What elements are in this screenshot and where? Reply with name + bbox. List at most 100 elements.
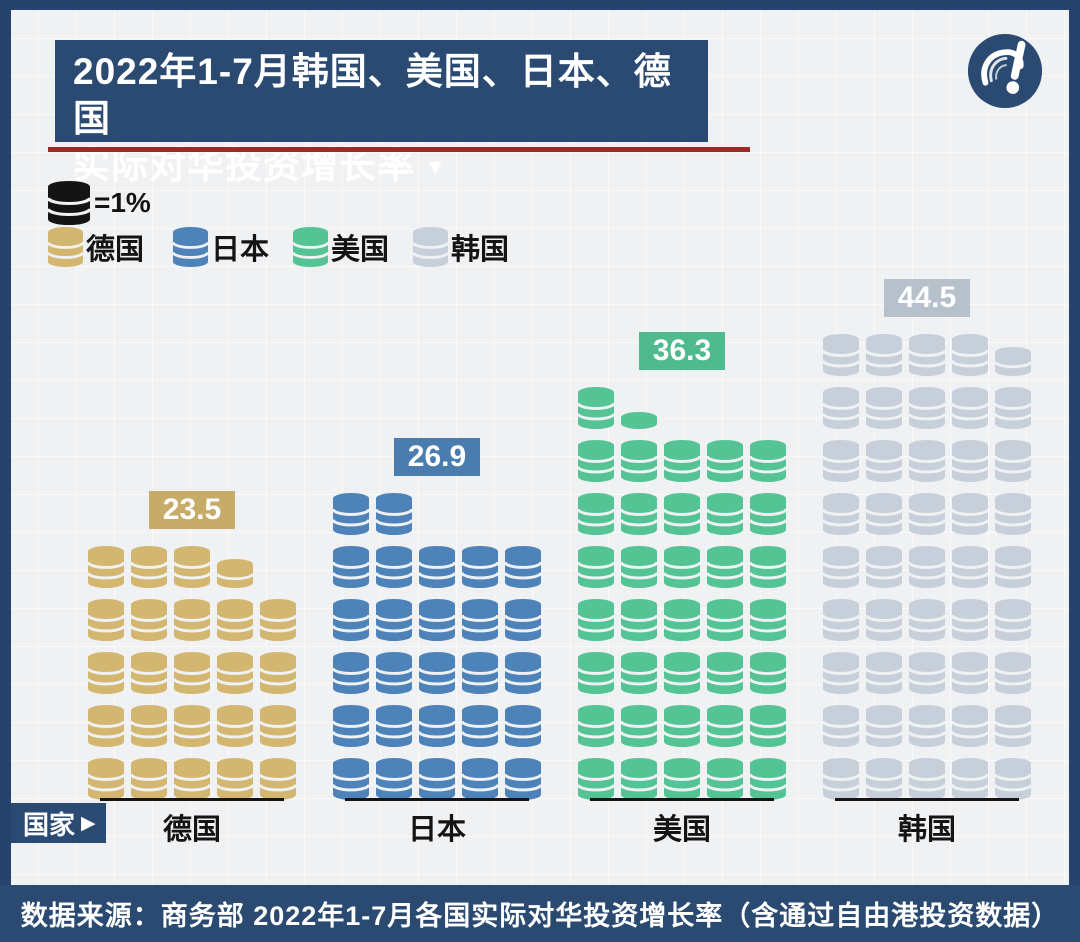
- coin-icon: [866, 546, 902, 588]
- coin-row: [823, 493, 1031, 535]
- coin-icon: [866, 705, 902, 747]
- coin-icon: [750, 758, 786, 800]
- coin-full: [823, 546, 859, 588]
- coin-icon: [621, 599, 657, 641]
- coin-full: [131, 599, 167, 641]
- coin-icon: [995, 705, 1031, 747]
- coin-icon: [664, 758, 700, 800]
- coin-full: [995, 493, 1031, 535]
- coin-full: [750, 599, 786, 641]
- dropdown-arrow-icon: ▼: [425, 156, 447, 179]
- coin-icon: [88, 652, 124, 694]
- coin-icon: [376, 599, 412, 641]
- coin-full: [131, 705, 167, 747]
- coin-full: [750, 758, 786, 800]
- coin-full: [419, 705, 455, 747]
- coin-icon: [578, 493, 614, 535]
- coin-icon: [505, 599, 541, 641]
- legend-item-germany: 德国: [48, 226, 144, 268]
- coin-icon: [952, 546, 988, 588]
- coin-icon: [131, 705, 167, 747]
- coin-icon: [995, 440, 1031, 482]
- coin-icon: [333, 493, 369, 535]
- category-label-japan: 日本: [407, 814, 466, 846]
- coin-icon: [621, 412, 657, 429]
- coin-full: [505, 758, 541, 800]
- coin-icon: [664, 705, 700, 747]
- coin-icon: [376, 705, 412, 747]
- coin-full: [707, 546, 743, 588]
- coin-icon: [260, 652, 296, 694]
- legend-unit-label: =1%: [94, 187, 151, 218]
- coin-row: [333, 546, 541, 588]
- coin-icon: [260, 705, 296, 747]
- coin-icon: [664, 652, 700, 694]
- coin-icon: [866, 334, 902, 376]
- coin-icon: [462, 758, 498, 800]
- coin-full: [750, 546, 786, 588]
- coin-full: [995, 440, 1031, 482]
- coin-full: [664, 546, 700, 588]
- coin-full: [621, 758, 657, 800]
- coin-full: [707, 705, 743, 747]
- coin-row: [823, 705, 1031, 747]
- coin-icon: [823, 758, 859, 800]
- coin-full: [217, 705, 253, 747]
- coin-row: [88, 758, 296, 800]
- coin-full: [419, 599, 455, 641]
- coin-full: [462, 652, 498, 694]
- coin-full: [952, 493, 988, 535]
- coin-full: [578, 758, 614, 800]
- category-baseline-korea: [835, 798, 1019, 801]
- coin-row: [578, 493, 786, 535]
- coin-full: [952, 758, 988, 800]
- coin-icon: [217, 705, 253, 747]
- coin-icon: [866, 387, 902, 429]
- coin-full: [664, 493, 700, 535]
- coin-icon: [260, 599, 296, 641]
- coin-icon: [333, 758, 369, 800]
- value-badge-usa: 36.3: [639, 332, 725, 370]
- coin-full: [578, 546, 614, 588]
- coin-icon: [376, 652, 412, 694]
- coin-full: [578, 387, 614, 429]
- coin-full: [707, 493, 743, 535]
- coin-icon: [578, 387, 614, 429]
- axis-title-label: 国家: [23, 809, 76, 840]
- coin-full: [376, 758, 412, 800]
- coin-icon: [866, 758, 902, 800]
- coin-icon: [333, 705, 369, 747]
- coin-full: [866, 652, 902, 694]
- coin-full: [260, 652, 296, 694]
- coin-full: [131, 546, 167, 588]
- coin-row: [823, 387, 1031, 429]
- coin-icon: [505, 758, 541, 800]
- coin-icon: [995, 347, 1031, 376]
- coin-full: [131, 652, 167, 694]
- coin-icon: [376, 758, 412, 800]
- coin-full: [376, 652, 412, 694]
- coin-icon: [909, 387, 945, 429]
- coin-full: [823, 334, 859, 376]
- coin-full: [866, 546, 902, 588]
- coin-full: [909, 440, 945, 482]
- coin-row: [578, 599, 786, 641]
- coin-full: [750, 652, 786, 694]
- coin-full: [333, 705, 369, 747]
- coin-full: [664, 705, 700, 747]
- coin-icon: [664, 599, 700, 641]
- legend-item-korea: 韩国: [413, 226, 509, 268]
- coin-icon: [664, 440, 700, 482]
- coin-full: [621, 652, 657, 694]
- coin-full: [505, 705, 541, 747]
- coin-full: [995, 599, 1031, 641]
- coin-full: [333, 599, 369, 641]
- coin-full: [376, 546, 412, 588]
- coin-row: [88, 546, 253, 588]
- coin-icon: [333, 546, 369, 588]
- coin-full: [217, 599, 253, 641]
- coin-icon: [707, 440, 743, 482]
- coin-icon: [750, 440, 786, 482]
- coin-icon: [413, 227, 448, 267]
